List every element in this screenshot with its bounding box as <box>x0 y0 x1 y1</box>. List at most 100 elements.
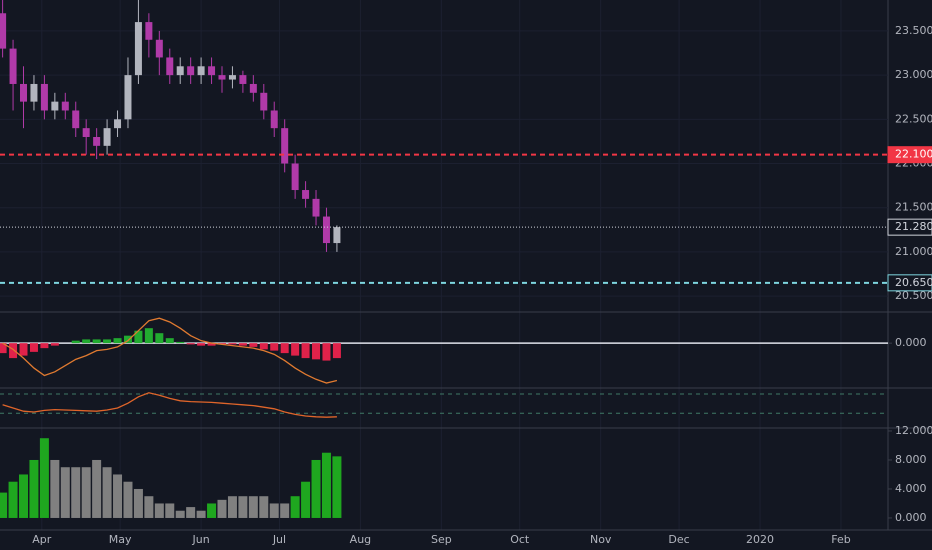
macd-bar <box>29 343 38 352</box>
candle-body <box>333 227 341 244</box>
y-tick-label: 22.500 <box>895 112 932 125</box>
bar <box>175 510 185 518</box>
candle-body <box>187 66 195 76</box>
y-tick-label: 0.000 <box>895 336 927 349</box>
candle-body <box>114 119 122 129</box>
candle-body <box>155 39 163 58</box>
price-label: 20.650 <box>895 276 932 289</box>
bar <box>113 474 123 518</box>
oscillator-line <box>2 392 337 418</box>
bar <box>196 510 206 518</box>
price-label: 21.280 <box>895 220 932 233</box>
macd-bar <box>280 343 289 354</box>
price-label-box <box>887 274 932 292</box>
bar <box>154 503 164 518</box>
bar <box>50 459 60 518</box>
x-tick-label: Jul <box>272 533 286 546</box>
candle-body <box>72 110 80 129</box>
bar <box>144 496 154 518</box>
macd-bar <box>0 343 7 354</box>
bar <box>248 496 258 518</box>
candle-body <box>208 66 216 76</box>
candle-body <box>51 101 59 111</box>
macd-bar <box>144 328 153 344</box>
macd-bar <box>9 343 18 359</box>
candle-body <box>20 83 28 102</box>
macd-bar <box>312 343 321 360</box>
candle-body <box>270 110 278 129</box>
macd-bar <box>228 343 237 345</box>
macd-bar <box>71 340 80 344</box>
y-tick-label: 21.000 <box>895 245 932 258</box>
bar <box>19 474 29 518</box>
bar <box>123 481 133 518</box>
bar <box>102 467 112 518</box>
macd-bar <box>186 343 195 345</box>
macd-bar <box>291 343 300 356</box>
macd-bar <box>113 338 122 344</box>
x-tick-label: Nov <box>590 533 612 546</box>
macd-bar <box>270 343 279 351</box>
y-tick-label: 0.000 <box>895 511 927 524</box>
y-tick-label: 12.000 <box>895 424 932 437</box>
price-label-box <box>887 218 932 236</box>
candle-body <box>40 83 48 111</box>
macd-bar <box>332 343 341 359</box>
y-tick-label: 20.500 <box>895 289 932 302</box>
macd-bar <box>134 330 143 344</box>
candle-body <box>281 128 289 164</box>
bar <box>238 496 248 518</box>
macd-bar <box>207 343 216 346</box>
macd-bar <box>50 343 59 346</box>
bar <box>92 459 102 518</box>
macd-bar <box>103 339 112 344</box>
bar <box>71 467 81 518</box>
bar <box>8 481 18 518</box>
x-tick-label: Apr <box>32 533 52 546</box>
macd-bar <box>82 339 91 344</box>
macd-bar <box>123 335 132 344</box>
candle-body <box>93 136 101 146</box>
x-tick-label: Aug <box>350 533 371 546</box>
bar <box>186 507 196 518</box>
candle-body <box>0 13 7 49</box>
candle-body <box>291 163 299 191</box>
macd-bar <box>40 343 49 349</box>
bar <box>259 496 269 518</box>
macd-bar <box>92 339 101 344</box>
x-tick-label: 2020 <box>746 533 774 546</box>
candle-body <box>260 92 268 111</box>
macd-line <box>2 317 338 384</box>
bar <box>207 503 217 518</box>
macd-bar <box>155 333 164 344</box>
candle-body <box>312 198 320 217</box>
candle-body <box>134 22 142 76</box>
x-tick-label: Jun <box>192 533 210 546</box>
candle-body <box>228 75 236 80</box>
candle-body <box>239 75 247 84</box>
bar <box>269 503 279 518</box>
candle-body <box>166 57 174 76</box>
macd-bar <box>322 343 331 361</box>
candle-body <box>30 83 38 102</box>
x-tick-label: Dec <box>668 533 689 546</box>
bar <box>39 438 49 518</box>
macd-bar <box>301 343 310 359</box>
macd-bar <box>259 343 268 350</box>
candle-body <box>124 75 132 120</box>
bar <box>311 459 321 518</box>
bar <box>290 496 300 518</box>
x-tick-label: Sep <box>431 533 452 546</box>
bar <box>301 481 311 518</box>
candle-body <box>145 22 153 40</box>
candle-body <box>218 75 226 80</box>
bar <box>165 503 175 518</box>
candle-body <box>176 66 184 76</box>
x-tick-label: Feb <box>831 533 850 546</box>
candle-body <box>103 128 111 146</box>
macd-bar <box>197 343 206 346</box>
macd-bar <box>176 341 185 344</box>
bar <box>280 503 290 518</box>
macd-bar <box>165 338 174 344</box>
macd-bar <box>238 343 247 346</box>
